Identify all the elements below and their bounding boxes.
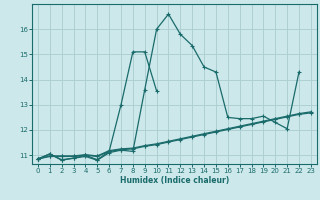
X-axis label: Humidex (Indice chaleur): Humidex (Indice chaleur) — [120, 176, 229, 185]
